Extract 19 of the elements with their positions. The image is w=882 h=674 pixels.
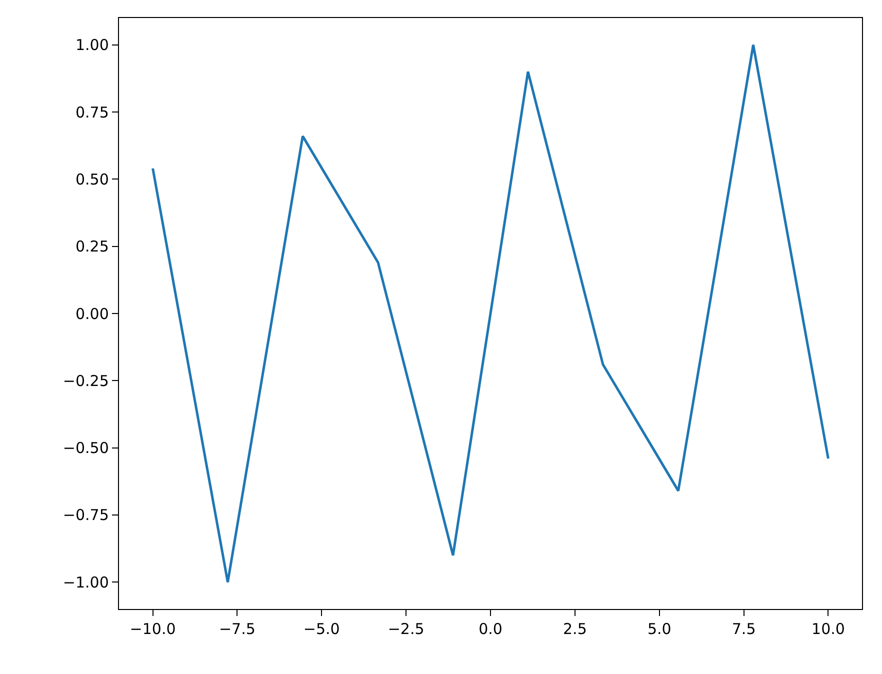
y-tick-label: 0.00: [75, 304, 109, 323]
x-tick-label: −10.0: [130, 620, 176, 638]
x-tick-label: 7.5: [732, 620, 756, 638]
y-tick-label: 0.50: [75, 170, 109, 188]
y-tick-label: 1.00: [75, 36, 109, 54]
y-tick-label: 0.75: [75, 103, 109, 122]
y-tick-label: 0.25: [75, 238, 109, 256]
y-tick-label: −0.75: [62, 506, 109, 524]
x-tick-label: 0.0: [478, 620, 502, 638]
x-tick-label: −2.5: [388, 620, 424, 638]
line-series: [152, 44, 830, 584]
x-tick-label: 5.0: [647, 620, 672, 638]
x-tick-label: −7.5: [218, 620, 256, 638]
y-tick-label: −1.00: [62, 573, 109, 592]
y-tick-label: −0.50: [62, 439, 109, 458]
x-tick-label: 10.0: [812, 620, 845, 638]
y-tick-label: −0.25: [62, 372, 109, 390]
x-tick-label: −5.0: [303, 620, 340, 638]
x-tick-label: 2.5: [563, 620, 587, 638]
